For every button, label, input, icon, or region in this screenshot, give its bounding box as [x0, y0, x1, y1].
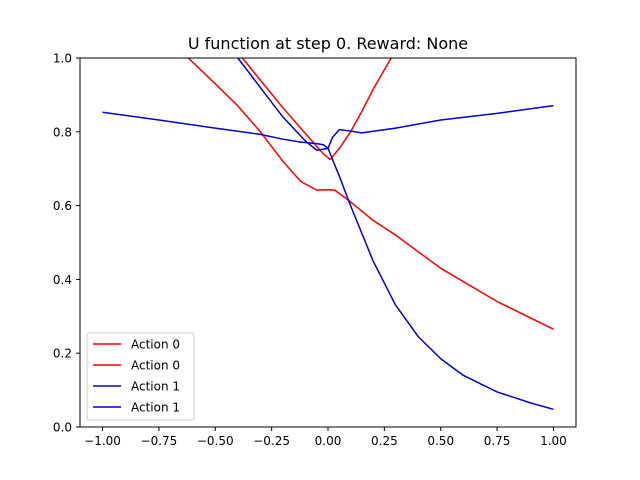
legend-label-3: Action 1 [131, 401, 180, 415]
legend-box [86, 332, 195, 421]
y-tick-label: 0.4 [53, 273, 72, 287]
x-tick-label: −0.50 [197, 434, 234, 448]
x-tick-label: −0.75 [141, 434, 178, 448]
y-tick-label: 0.6 [53, 199, 72, 213]
y-tick-label: 1.0 [53, 52, 72, 66]
legend-label-1: Action 0 [131, 359, 180, 373]
x-tick-label: 1.00 [540, 434, 567, 448]
y-tick-label: 0.8 [53, 125, 72, 139]
plot-area: −1.00 −0.75 −0.50 −0.25 0.00 0.25 0.50 0.75 1.00… [53, 52, 577, 448]
x-tick-label: 0.00 [315, 434, 342, 448]
y-tick-label: 0.0 [53, 421, 72, 435]
x-tick-label: 0.75 [484, 434, 511, 448]
x-tick-label: 0.25 [371, 434, 398, 448]
legend-label-0: Action 0 [131, 338, 180, 352]
x-tick-label: −1.00 [84, 434, 121, 448]
x-tick-label: −0.25 [253, 434, 290, 448]
legend-label-2: Action 1 [131, 380, 180, 394]
series-line-3 [237, 58, 554, 411]
series-line-1 [241, 58, 392, 161]
chart-title: U function at step 0. Reward: None [188, 34, 468, 53]
y-tick-label: 0.2 [53, 347, 72, 361]
series-line-0 [187, 58, 554, 330]
x-tick-label: 0.50 [427, 434, 454, 448]
